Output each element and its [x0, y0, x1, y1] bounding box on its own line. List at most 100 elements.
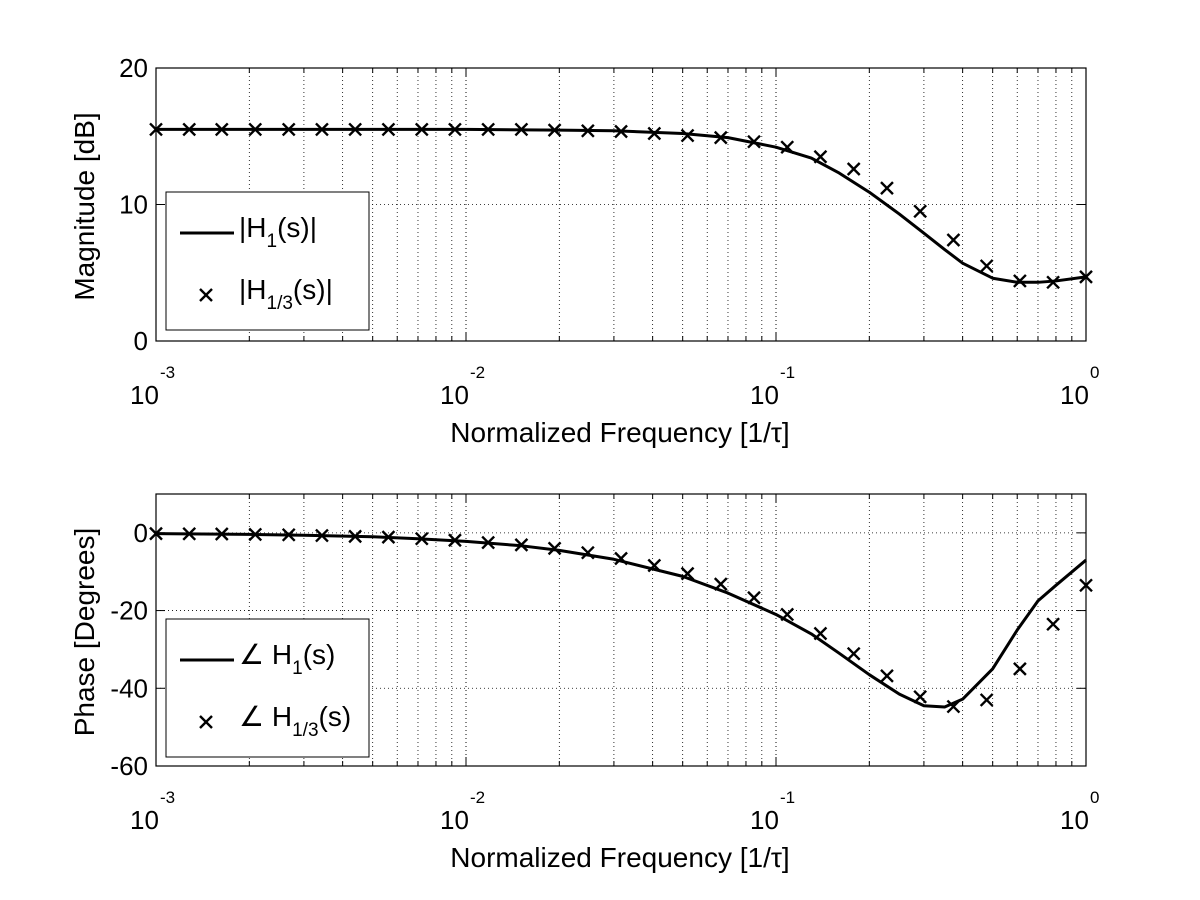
plot-1-x-marker-point — [214, 122, 229, 137]
plot-1-x-marker-point — [1046, 275, 1060, 290]
plot-1-x-marker-point — [680, 128, 695, 143]
plot-2-x-marker-point — [1046, 617, 1060, 632]
plot-2-x-marker-point — [1079, 578, 1093, 593]
plot-1-x-marker-point — [880, 181, 894, 195]
plot-2-x-marker-point — [680, 566, 695, 581]
plot-1-x-marker-point — [182, 122, 197, 137]
plot-1-x-marker-point — [381, 122, 396, 137]
plot-2-x-marker-point — [149, 526, 163, 541]
plot-2-x-marker-point — [547, 541, 562, 556]
plot-2-x-tick-label: 10 — [440, 805, 469, 835]
plot-1-x-marker-point — [780, 140, 795, 155]
plot-1-x-marker-point — [514, 122, 529, 137]
plot-1-x-marker-point — [149, 122, 163, 137]
plot-1-x-marker-point — [348, 122, 363, 137]
plot-1-y-tick-label: 10 — [119, 190, 148, 220]
plot-1-y-tick-label: 0 — [134, 326, 148, 356]
plot-1-legend-entry-text: |H1/3(s)| — [239, 274, 333, 314]
plot-1-grid — [156, 68, 1086, 341]
plot-1-x-marker-point — [979, 259, 994, 273]
plot-2-x-marker-point — [281, 527, 296, 542]
plot-1-x-tick-exponent: 0 — [1090, 363, 1099, 382]
plot-2-legend: ∠ H1(s) ∠ H1/3(s) — [165, 618, 370, 758]
plot-1-x-tick-label: 10 — [750, 380, 779, 410]
plot-2-x-marker-point — [979, 693, 994, 707]
plot-1-x-marker-point — [315, 122, 329, 137]
plot-2-grid — [156, 494, 1086, 766]
plot-2-x-marker-point — [846, 646, 861, 661]
plot-2-x-marker-point — [946, 699, 961, 714]
plot-1-x-marker-point — [1079, 269, 1093, 284]
plot-2-x-marker-point — [813, 626, 828, 641]
plot-2-axes-box — [155, 493, 1087, 767]
plot-2-x-tick-exponent: -1 — [780, 788, 795, 807]
plot-1-x-tick-exponent: -1 — [780, 363, 795, 382]
plot-1-x-marker-point — [946, 233, 961, 247]
plot-1-x-marker-point — [580, 123, 595, 138]
plot-1-x-marker-point — [846, 162, 861, 176]
plot-2-series — [149, 526, 1093, 714]
plot-2-x-tick-label: 10 — [750, 805, 779, 835]
plot-2-x-tick-label: 10 — [130, 805, 159, 835]
plot-2-legend-entry-text: ∠ H1/3(s) — [239, 701, 351, 741]
plot-2-x-marker-point — [713, 577, 728, 591]
plot-2-y-tick-label: -40 — [110, 673, 148, 703]
plot-1-x-axis-label: Normalized Frequency [1/τ] — [450, 417, 789, 448]
plot-2-legend-x-swatch — [199, 715, 213, 729]
plot-2-x-marker-point — [214, 527, 229, 541]
plot-2-series-line — [155, 532, 1087, 709]
plot-1-x-marker-point — [747, 134, 761, 149]
plot-1-legend-x-swatch — [199, 288, 213, 302]
plot-2-x-marker-point — [481, 535, 496, 550]
plot-2-x-axis-label: Normalized Frequency [1/τ] — [450, 842, 789, 873]
plot-1-x-marker-point — [414, 122, 429, 137]
plot-2-x-tick-exponent: -2 — [470, 788, 485, 807]
plot-1-y-axis-label: Magnitude [dB] — [69, 112, 100, 300]
plot-2-legend-box — [165, 618, 370, 758]
plot-1-x-tick-label: 10 — [440, 380, 469, 410]
plot-1-x-marker-point — [281, 122, 296, 137]
plot-1-x-marker-point — [481, 122, 496, 137]
plot-1-x-marker-point — [448, 122, 462, 137]
plot-2-x-marker-point — [448, 533, 462, 548]
plot-2-x-marker-point — [248, 527, 263, 542]
plot-2-legend-entry-text: ∠ H1(s) — [239, 639, 335, 679]
plot-1-series — [149, 122, 1093, 290]
plot-1-x-marker-point — [248, 122, 263, 137]
plot-2-x-marker-point — [614, 551, 628, 566]
plot-1-axes-box — [155, 67, 1087, 342]
plot-1-x-marker-point — [1013, 274, 1027, 288]
plot-2-y-axis-label: Phase [Degrees] — [69, 528, 100, 737]
plot-1-x-tick-exponent: -3 — [160, 363, 175, 382]
plot-2-x-marker-point — [381, 530, 396, 544]
plot-2-x-marker-point — [1013, 662, 1027, 676]
plot-2-x-marker-point — [780, 607, 795, 622]
plot-1-legend-entry-text: |H1(s)| — [239, 212, 317, 252]
plot-1-x-tick-label: 10 — [1060, 380, 1089, 410]
plot-2-x-marker-point — [880, 669, 894, 683]
plot-1-x-marker-point — [547, 123, 562, 137]
plot-1-x-tick-label: 10 — [130, 380, 159, 410]
plot-2-y-tick-label: -60 — [110, 751, 148, 781]
plot-2-x-marker-point — [414, 531, 429, 546]
plot-2-x-marker-point — [913, 689, 928, 704]
plot-1-x-marker-point — [913, 204, 928, 219]
plot-2-x-marker-point — [747, 590, 761, 605]
plot-2-x-marker-point — [580, 545, 595, 560]
plot-1-x-marker-point — [614, 124, 628, 139]
plot-1-legend-box — [165, 191, 370, 331]
plot-2-x-marker-point — [315, 528, 329, 543]
plot-1-x-tick-exponent: -2 — [470, 363, 485, 382]
plot-2-x-tick-label: 10 — [1060, 805, 1089, 835]
plot-2-x-marker-point — [647, 558, 662, 573]
plot-2-x-marker-point — [348, 529, 363, 544]
plot-2-x-tick-exponent: 0 — [1090, 788, 1099, 807]
plot-1-x-marker-point — [647, 126, 662, 141]
plot-2-x-marker-point — [514, 538, 529, 552]
plot-2-y-tick-label: -20 — [110, 596, 148, 626]
plot-1-x-marker-point — [713, 130, 728, 145]
plot-1-legend: |H1(s)| |H1/3(s)| — [165, 191, 370, 331]
plot-2-x-marker-point — [182, 526, 197, 541]
plot-1-x-marker-point — [813, 149, 828, 164]
